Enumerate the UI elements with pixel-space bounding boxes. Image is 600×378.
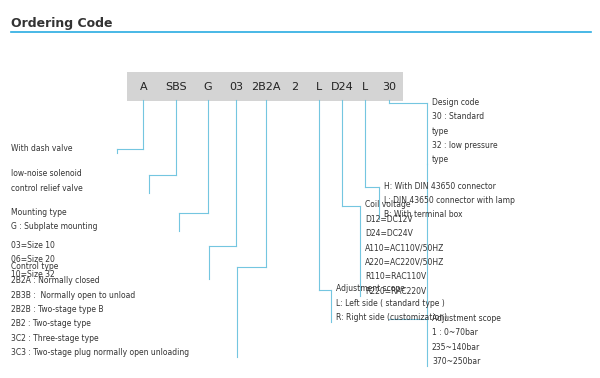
Text: control relief valve: control relief valve <box>11 184 83 193</box>
Text: 2B2A: 2B2A <box>251 82 281 91</box>
Text: 2B2B : Two-stage type B: 2B2B : Two-stage type B <box>11 305 103 314</box>
Text: R220=RAC220V: R220=RAC220V <box>365 287 426 296</box>
Text: low-noise solenoid: low-noise solenoid <box>11 169 82 178</box>
Text: D24=DC24V: D24=DC24V <box>365 229 413 238</box>
Text: type: type <box>432 127 449 136</box>
Text: 32 : low pressure: 32 : low pressure <box>432 141 497 150</box>
Text: 2B3B :  Normally open to unload: 2B3B : Normally open to unload <box>11 291 135 300</box>
Text: R110=RAC110V: R110=RAC110V <box>365 272 426 281</box>
Text: Mounting type: Mounting type <box>11 208 67 217</box>
Text: 03: 03 <box>229 82 243 91</box>
Text: A110=AC110V/50HZ: A110=AC110V/50HZ <box>365 243 444 253</box>
Text: Adjustment scope: Adjustment scope <box>336 284 405 293</box>
Text: 2: 2 <box>291 82 298 91</box>
Text: A: A <box>140 82 147 91</box>
Text: R: Right side (customization): R: Right side (customization) <box>336 313 447 322</box>
Text: 370~250bar: 370~250bar <box>432 357 481 366</box>
Text: G : Subplate mounting: G : Subplate mounting <box>11 222 97 231</box>
Text: 2B2A : Normally closed: 2B2A : Normally closed <box>11 276 100 285</box>
Text: Coil voltage: Coil voltage <box>365 200 410 209</box>
Text: G: G <box>203 82 212 91</box>
Text: L: L <box>316 82 322 91</box>
Text: D12=DC12V: D12=DC12V <box>365 215 412 224</box>
Text: L: L <box>362 82 368 91</box>
Text: 06=Size 20: 06=Size 20 <box>11 255 55 264</box>
Text: 235~140bar: 235~140bar <box>432 342 480 352</box>
Text: Adjustment scope: Adjustment scope <box>432 314 501 323</box>
Bar <box>127 72 403 101</box>
Text: 03=Size 10: 03=Size 10 <box>11 241 55 250</box>
Text: Ordering Code: Ordering Code <box>11 17 112 30</box>
Text: SBS: SBS <box>165 82 187 91</box>
Text: A220=AC220V/50HZ: A220=AC220V/50HZ <box>365 258 444 267</box>
Text: type: type <box>432 155 449 164</box>
Text: B: With terminal box: B: With terminal box <box>384 210 463 219</box>
Text: 3C2 : Three-stage type: 3C2 : Three-stage type <box>11 334 98 343</box>
Text: Control type: Control type <box>11 262 58 271</box>
Text: L: DIN 43650 connector with lamp: L: DIN 43650 connector with lamp <box>384 196 515 205</box>
Text: 3C3 : Two-stage plug normally open unloading: 3C3 : Two-stage plug normally open unloa… <box>11 348 189 357</box>
Text: H: With DIN 43650 connector: H: With DIN 43650 connector <box>384 181 496 191</box>
Text: D24: D24 <box>331 82 353 91</box>
Text: 10=Size 32: 10=Size 32 <box>11 270 55 279</box>
Text: 30 : Standard: 30 : Standard <box>432 112 484 121</box>
Text: With dash valve: With dash valve <box>11 144 73 153</box>
Text: Design code: Design code <box>432 98 479 107</box>
Text: 30: 30 <box>382 82 396 91</box>
Text: 2B2 : Two-stage type: 2B2 : Two-stage type <box>11 319 91 328</box>
Text: L: Left side ( standard type ): L: Left side ( standard type ) <box>336 299 445 308</box>
Text: 1 : 0~70bar: 1 : 0~70bar <box>432 328 478 337</box>
